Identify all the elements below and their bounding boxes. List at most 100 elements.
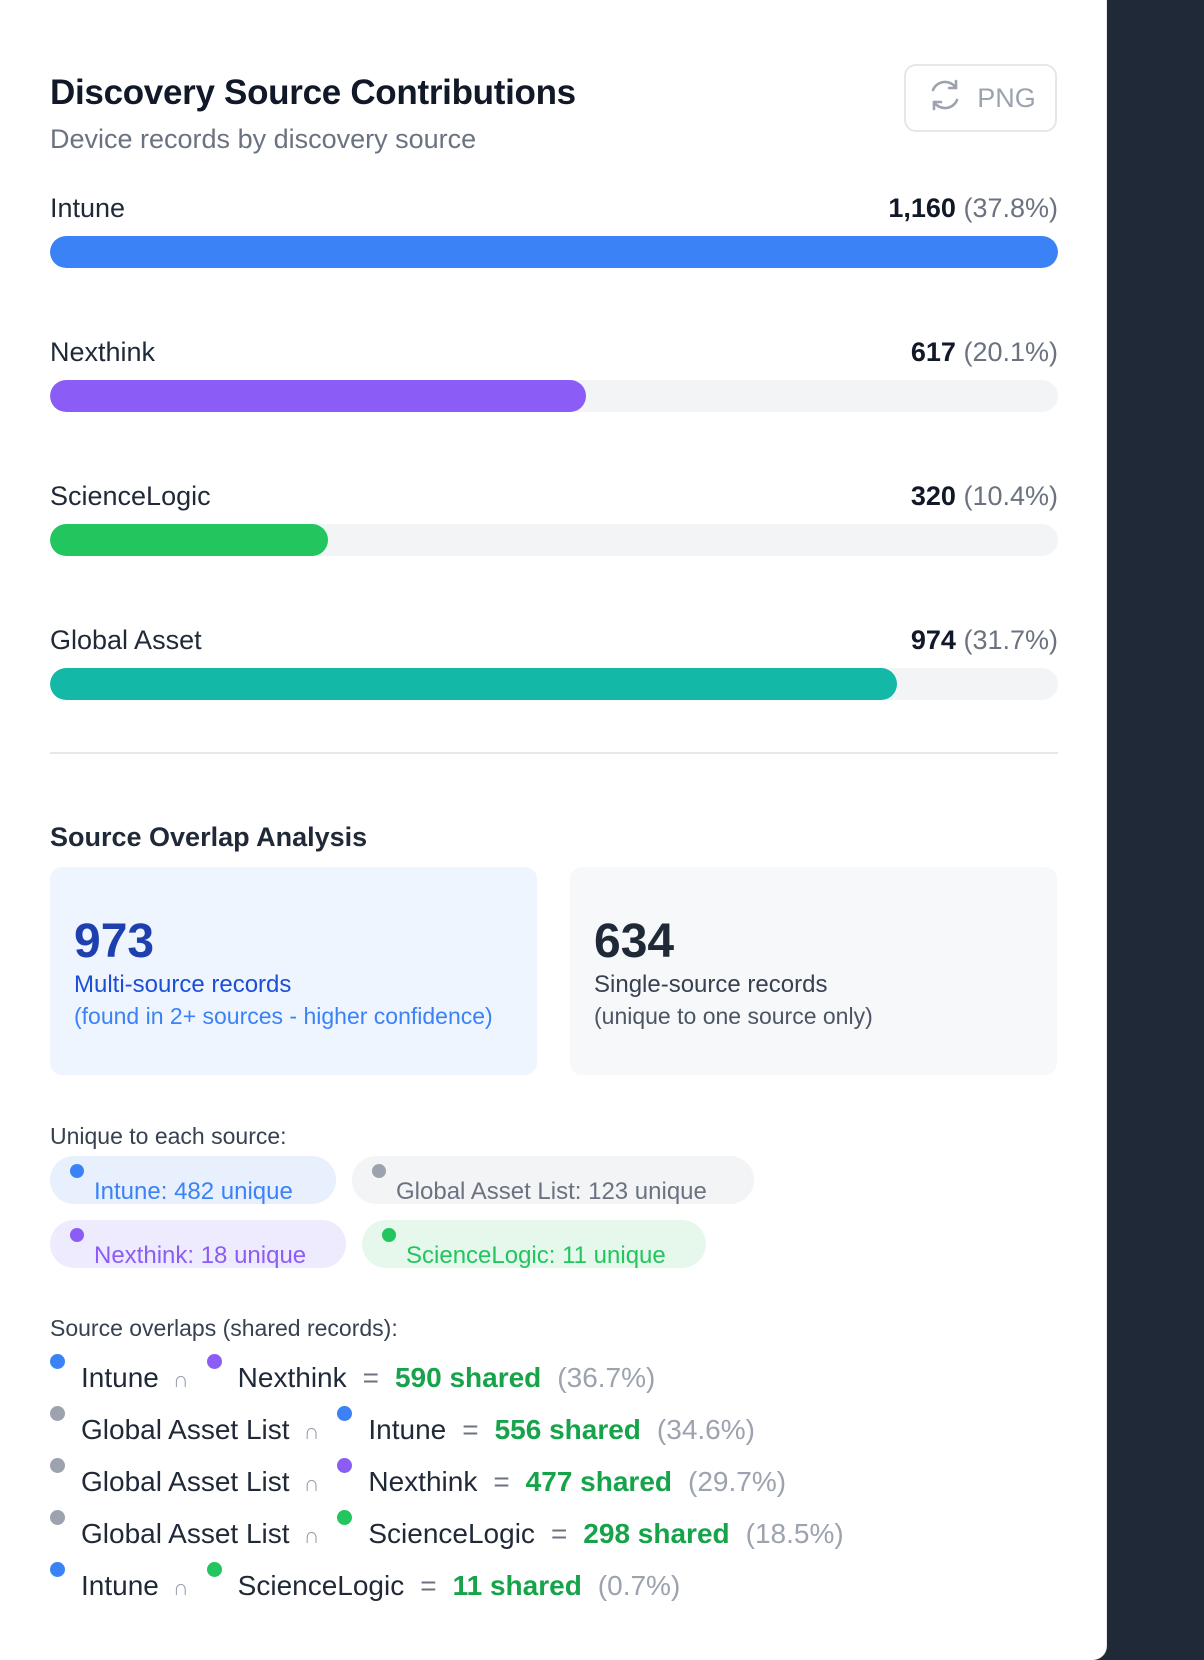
dot-icon [70,1228,84,1242]
equals-symbol: = [462,1414,479,1445]
dot-icon [50,1406,65,1421]
unique-chip-intune: Intune: 482 unique [50,1156,336,1205]
intersection-symbol: ∩ [303,1471,320,1496]
multi-source-number: 973 [74,915,155,968]
chip-label: Global Asset List: 123 unique [396,1178,707,1205]
equals-symbol: = [550,1518,568,1549]
overlap-row: Intune ∩ Nexthink = 590 shared (36.7%) [50,1354,656,1408]
dot-icon [70,1164,84,1178]
discovery-source-card: Discovery Source Contributions Device re… [0,0,1107,1660]
unique-chip-nexthink: Nexthink: 18 unique [50,1220,346,1269]
source-b: Nexthink [368,1466,478,1497]
source-count: 1,160 [888,193,956,223]
section-divider [50,752,1058,754]
chip-label: Intune: 482 unique [94,1178,293,1205]
progress-track [50,380,1058,412]
overlaps-heading: Source overlaps (shared records): [50,1315,398,1341]
single-source-stat: 634 Single-source records (unique to one… [570,867,1057,1075]
card-subtitle: Device records by discovery source [50,124,477,154]
intersection-symbol: ∩ [303,1523,320,1548]
source-value: 1,160 (37.8%) [888,193,1058,224]
source-b: ScienceLogic [368,1518,535,1549]
dot-icon [372,1164,386,1178]
shared-count: 590 shared [394,1362,542,1393]
export-png-button[interactable]: PNG [904,64,1057,132]
dot-icon [337,1406,353,1421]
intersection-symbol: ∩ [172,1575,189,1600]
overlap-section-title: Source Overlap Analysis [50,822,368,852]
source-count: 617 [910,337,956,367]
progress-track [50,236,1058,268]
shared-count: 556 shared [494,1414,641,1445]
overlap-row: Global Asset List ∩ Nexthink = 477 shared (29… [50,1458,787,1512]
source-percent: (20.1%) [963,337,1058,367]
source-count: 320 [910,481,956,511]
shared-percent: (18.5%) [745,1518,844,1549]
unique-chip-global-asset-list: Global Asset List: 123 unique [352,1156,754,1205]
source-bar-global-asset: Global Asset 974 (31.7%) [50,625,1058,700]
refresh-icon [925,75,965,122]
shared-percent: (36.7%) [557,1362,656,1393]
overlap-row: Global Asset List ∩ Intune = 556 shared (34.6… [50,1406,755,1460]
source-label: Intune [50,193,126,223]
source-b: ScienceLogic [237,1570,405,1601]
progress-fill [50,524,329,556]
dot-icon [50,1354,65,1369]
shared-count: 11 shared [452,1570,582,1601]
progress-fill [50,668,897,700]
source-percent: (37.8%) [963,193,1058,223]
source-label: Nexthink [50,337,156,367]
progress-fill [50,236,1058,268]
intersection-symbol: ∩ [303,1419,320,1444]
dot-icon [50,1510,65,1525]
overlap-row: Intune ∩ ScienceLogic = 11 shared (0.7%) [50,1562,681,1616]
source-b: Nexthink [237,1362,347,1393]
shared-percent: (34.6%) [656,1414,755,1445]
source-value: 617 (20.1%) [911,337,1058,368]
dot-icon [206,1562,222,1577]
progress-track [50,668,1058,700]
dot-icon [337,1458,353,1473]
overlap-row: Global Asset List ∩ ScienceLogic = 298 share… [50,1510,844,1564]
dot-icon [50,1458,65,1473]
equals-symbol: = [493,1466,510,1497]
source-percent: (10.4%) [963,481,1058,511]
source-b: Intune [368,1414,447,1445]
source-percent: (31.7%) [963,625,1058,655]
multi-source-note: (found in 2+ sources - higher confidence… [74,1003,493,1029]
single-source-note: (unique to one source only) [594,1003,873,1029]
source-a: Global Asset List [81,1466,290,1497]
multi-source-stat: 973 Multi-source records (found in 2+ so… [50,867,537,1075]
unique-chip-sciencelogic: ScienceLogic: 11 unique [362,1220,706,1269]
source-bar-nexthink: Nexthink 617 (20.1%) [50,337,1058,412]
source-bar-sciencelogic: ScienceLogic 320 (10.4%) [50,481,1058,556]
source-a: Intune [81,1362,159,1393]
source-a: Global Asset List [81,1518,290,1549]
progress-track [50,524,1058,556]
single-source-label: Single-source records [594,971,828,998]
dot-icon [382,1228,396,1242]
progress-fill [50,380,587,412]
source-value: 320 (10.4%) [911,481,1058,512]
equals-symbol: = [420,1570,437,1601]
shared-count: 298 shared [583,1518,730,1549]
multi-source-label: Multi-source records [74,971,292,998]
intersection-symbol: ∩ [172,1367,189,1392]
source-count: 974 [910,625,956,655]
source-a: Intune [81,1570,159,1601]
source-label: Global Asset [50,625,202,655]
chip-label: Nexthink: 18 unique [94,1242,307,1269]
shared-percent: (0.7%) [597,1570,681,1601]
source-a: Global Asset List [81,1414,290,1445]
source-value: 974 (31.7%) [911,625,1058,656]
dot-icon [206,1354,222,1369]
single-source-number: 634 [594,915,675,968]
png-label: PNG [977,82,1036,113]
shared-percent: (29.7%) [688,1466,787,1497]
unique-heading: Unique to each source: [50,1123,287,1149]
dot-icon [337,1510,353,1525]
equals-symbol: = [362,1362,379,1393]
shared-count: 477 shared [525,1466,672,1497]
dot-icon [50,1562,65,1577]
card-title: Discovery Source Contributions [50,73,576,112]
